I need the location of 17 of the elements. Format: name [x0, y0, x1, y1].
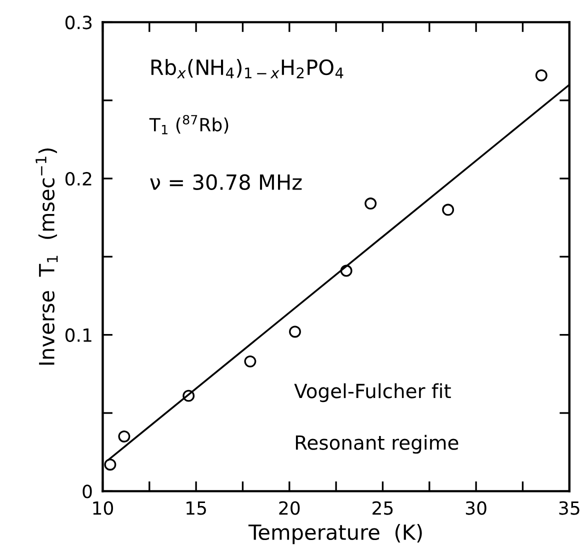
x-tick-label: 30	[466, 501, 486, 515]
annotation: Resonant regime	[296, 434, 458, 454]
y-tick-label: 0.3	[65, 16, 92, 30]
x-tick-label: 15	[186, 501, 206, 515]
y-tick-label: 0	[82, 484, 92, 498]
x-axis-title: Temperature (K)	[248, 524, 422, 544]
text: Rb$_{x}$(NH$_{4}$)$_{1−x}$H$_{2}$PO$_{4}$	[151, 59, 344, 78]
annotation: ν = 30.78 MHz	[150, 174, 302, 190]
y-tick-label: 0.1	[65, 328, 92, 342]
y-axis-title: Inverse T$_{1}$ (msec$^{−1}$)	[36, 148, 58, 365]
x-tick-label: 20	[279, 501, 300, 515]
y-tick-label: 0.2	[65, 172, 92, 186]
annotation: T$_{1}$ ($^{87}$Rb)	[149, 114, 228, 134]
x-tick-label: 25	[372, 501, 393, 515]
x-tick-label: 10	[93, 501, 114, 515]
annotation: Vogel-Fulcher fit	[294, 383, 451, 402]
x-tick-label: 35	[559, 501, 580, 515]
